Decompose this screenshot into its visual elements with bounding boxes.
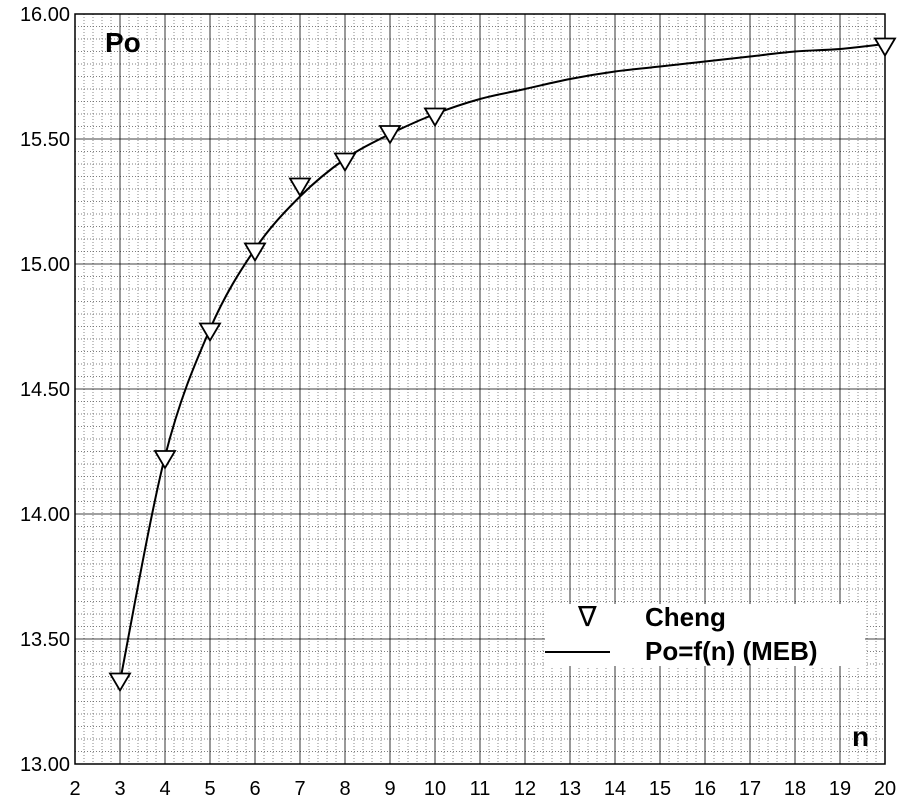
plot-frame (74, 13, 886, 765)
y-tick-label: 15.00 (20, 254, 70, 276)
x-tick-label: 6 (249, 778, 260, 800)
cheng-marker (423, 107, 447, 128)
cheng-marker (378, 125, 402, 145)
cheng-marker (873, 37, 897, 58)
x-tick-label: 18 (784, 778, 806, 800)
y-tick-label: 13.00 (20, 754, 70, 776)
x-tick-label: 5 (204, 778, 215, 800)
x-tick-label: 14 (604, 778, 626, 800)
cheng-marker (243, 242, 267, 263)
cheng-marker (153, 450, 177, 470)
x-tick-label: 15 (649, 778, 671, 800)
x-tick-label: 12 (514, 778, 536, 800)
x-tick-label: 11 (470, 778, 491, 800)
y-tick-label: 15.50 (20, 129, 70, 151)
x-tick-label: 7 (294, 778, 305, 800)
legend: ∇ Cheng Po=f(n) (MEB) (545, 600, 865, 666)
x-tick-label: 9 (384, 778, 395, 800)
y-axis-label: Po (105, 27, 141, 58)
x-tick-label: 20 (874, 778, 896, 800)
series-meb-line (119, 43, 886, 682)
x-tick-labels: 2 3 4 5 6 7 8 9 10 11 12 13 14 15 16 17 18 19 20 (69, 778, 896, 800)
y-tick-labels: 13.00 13.50 14.00 14.50 15.00 15.50 16.00 (20, 4, 70, 776)
cheng-marker (198, 322, 222, 343)
x-tick-label: 8 (339, 778, 350, 800)
x-tick-label: 16 (694, 778, 716, 800)
legend-label-meb: Po=f(n) (MEB) (645, 636, 818, 666)
series-meb-line-group (119, 43, 886, 682)
y-tick-label: 16.00 (20, 4, 70, 26)
x-tick-label: 17 (739, 778, 761, 800)
cheng-marker (288, 177, 312, 198)
x-tick-label: 19 (829, 778, 851, 800)
x-tick-label: 10 (424, 778, 446, 800)
legend-marker-cheng-icon: ∇ (577, 600, 597, 633)
series-cheng-markers (108, 37, 897, 693)
y-tick-label: 14.00 (20, 504, 70, 526)
x-tick-label: 3 (114, 778, 125, 800)
x-tick-label: 13 (559, 778, 581, 800)
x-axis-label: n (852, 721, 869, 752)
legend-label-cheng: Cheng (645, 602, 726, 632)
x-tick-label: 4 (159, 778, 170, 800)
y-tick-label: 14.50 (20, 379, 70, 401)
cheng-marker (333, 152, 357, 173)
cheng-marker (108, 672, 132, 693)
legend-background (545, 604, 865, 666)
x-tick-label: 2 (69, 778, 80, 800)
y-tick-label: 13.50 (20, 629, 70, 651)
